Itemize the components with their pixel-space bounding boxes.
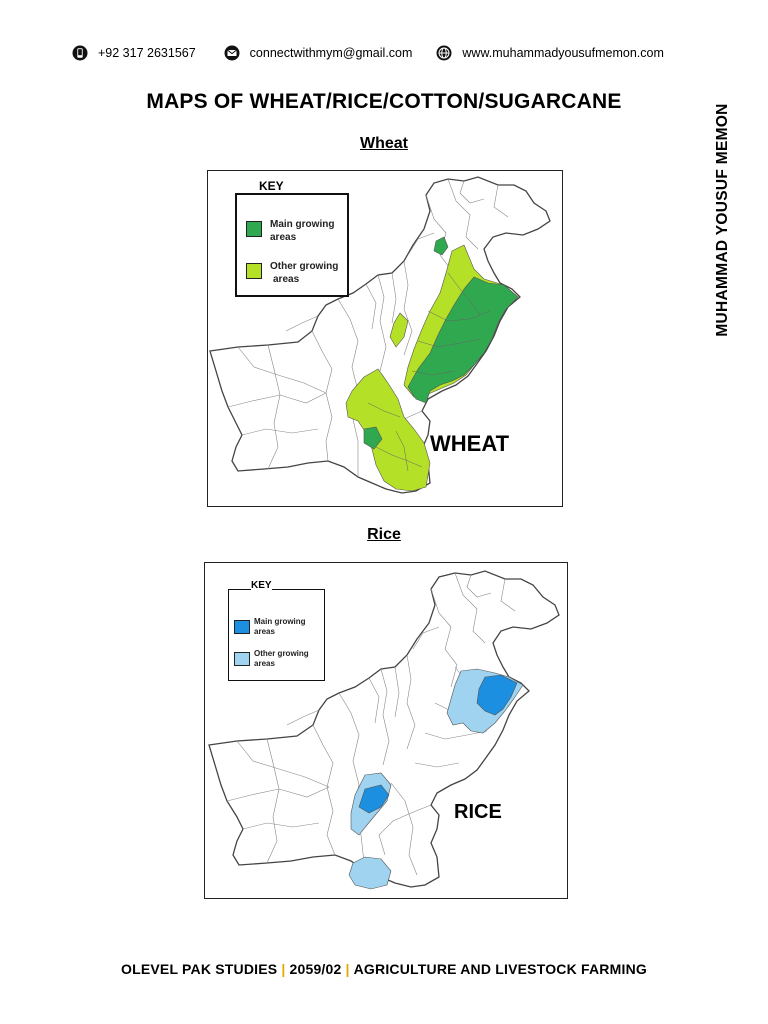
key-main-label-1: Main growing bbox=[270, 219, 335, 230]
wheat-main-areas bbox=[407, 276, 519, 404]
wheat-region-borders bbox=[367, 272, 491, 472]
key-title: KEY bbox=[259, 179, 284, 193]
author-sidebar: MUHAMMAD YOUSUF MEMON bbox=[712, 92, 734, 348]
key-other-swatch bbox=[234, 652, 250, 666]
key-other-label-1: Other growing bbox=[254, 649, 309, 658]
footer-separator: | bbox=[345, 961, 350, 977]
page-footer: OLEVEL PAK STUDIES | 2059/02 | AGRICULTURE A… bbox=[0, 961, 768, 977]
phone-contact[interactable]: +92 317 2631567 bbox=[72, 45, 196, 61]
key-other-label-2: areas bbox=[273, 274, 300, 285]
footer-topic: AGRICULTURE AND LIVESTOCK FARMING bbox=[353, 961, 647, 977]
key-other-swatch bbox=[246, 263, 262, 279]
key-main-swatch bbox=[246, 221, 262, 237]
key-title: KEY bbox=[251, 580, 272, 591]
email-contact[interactable]: connectwithmym@gmail.com bbox=[224, 45, 413, 61]
rice-map-graphic bbox=[208, 570, 560, 890]
wheat-map-graphic bbox=[209, 176, 551, 494]
key-main-label-2: areas bbox=[270, 232, 297, 243]
page-title: MAPS OF WHEAT/RICE/COTTON/SUGARCANE bbox=[146, 90, 622, 113]
rice-heading: Rice bbox=[367, 526, 401, 543]
rice-map: KEY Main growing areas Other growing are… bbox=[204, 562, 568, 899]
rice-sindh-other-south bbox=[348, 856, 392, 890]
website-contact[interactable]: www.muhammadyousufmemon.com bbox=[436, 45, 664, 61]
key-main-label-2: areas bbox=[254, 627, 275, 636]
wheat-north-main bbox=[433, 236, 449, 256]
key-main-label-1: Main growing bbox=[254, 617, 306, 626]
rice-main-areas bbox=[476, 674, 518, 716]
pakistan-outline bbox=[208, 570, 560, 888]
contact-bar: +92 317 2631567 connectwithmym@gmail.com… bbox=[72, 42, 698, 64]
wheat-key: KEY Main growing areas Other growing are… bbox=[235, 179, 349, 297]
footer-paper-code: 2059/02 bbox=[289, 961, 342, 977]
wheat-sindh-main bbox=[363, 426, 383, 450]
rice-key: KEY Main growing areas Other growing are… bbox=[228, 580, 325, 681]
phone-number: +92 317 2631567 bbox=[98, 46, 196, 60]
key-main-swatch bbox=[234, 620, 250, 634]
wheat-heading: Wheat bbox=[360, 135, 408, 152]
key-other-label-2: areas bbox=[254, 659, 275, 668]
email-icon bbox=[224, 45, 240, 61]
wheat-other-small bbox=[389, 312, 409, 348]
globe-icon bbox=[436, 45, 452, 61]
wheat-sindh-other bbox=[345, 368, 431, 492]
wheat-map: KEY Main growing areas Other growing are… bbox=[207, 170, 563, 507]
wheat-map-label: WHEAT bbox=[430, 431, 510, 456]
rice-map-label: RICE bbox=[454, 801, 502, 823]
email-address: connectwithmym@gmail.com bbox=[249, 46, 413, 60]
rice-sindh-main bbox=[358, 784, 390, 814]
key-other-label-1: Other growing bbox=[270, 261, 339, 272]
footer-course: OLEVEL PAK STUDIES bbox=[121, 961, 278, 977]
website-url: www.muhammadyousufmemon.com bbox=[462, 46, 664, 60]
footer-separator: | bbox=[281, 961, 286, 977]
phone-icon bbox=[72, 45, 88, 61]
